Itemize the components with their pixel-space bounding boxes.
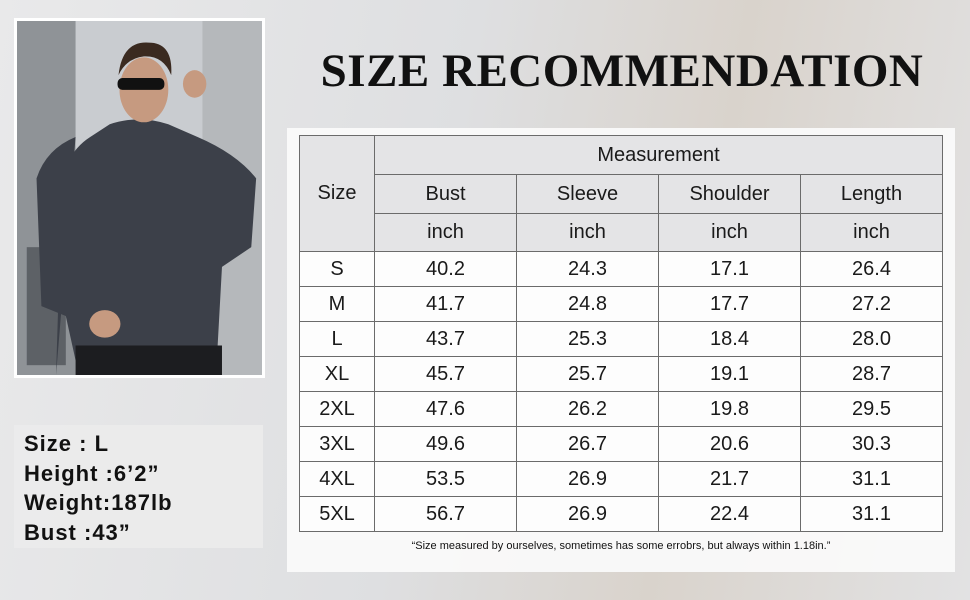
column-header: Bust [374, 174, 517, 214]
value-cell: 27.2 [800, 286, 943, 322]
value-cell: 56.7 [374, 496, 517, 532]
hair [118, 42, 172, 76]
column-row: Bust Sleeve Shoulder Length [300, 174, 943, 214]
model-info-line: Weight:187lb [24, 490, 173, 515]
value-cell: 19.1 [658, 356, 801, 392]
data-row: 3XL 49.6 26.7 20.6 30.3 [299, 426, 943, 462]
size-table: Size Measurement Bust Sleeve Shoulder Length i… [299, 135, 943, 532]
column-header: Length [800, 174, 943, 214]
model-info-line: Height :6’2” [24, 460, 160, 486]
value-cell: 19.8 [658, 391, 801, 427]
data-row: L 43.7 25.3 18.4 28.0 [299, 321, 943, 357]
unit-cell: inch [374, 213, 517, 252]
value-cell: 31.1 [800, 461, 943, 497]
value-cell: 22.4 [658, 496, 801, 532]
value-cell: 17.7 [658, 286, 801, 322]
raised-hand [182, 70, 207, 98]
value-cell: 31.1 [800, 496, 943, 532]
column-header: Shoulder [658, 174, 801, 214]
value-cell: 25.3 [516, 321, 659, 357]
value-cell: 29.5 [800, 391, 943, 427]
data-row: 5XL 56.7 26.9 22.4 31.1 [299, 496, 943, 532]
hoodie [36, 119, 257, 375]
size-cell: XL [299, 356, 375, 392]
value-cell: 26.7 [516, 426, 659, 462]
value-cell: 49.6 [374, 426, 517, 462]
size-cell: M [299, 286, 375, 322]
unit-cell: inch [800, 213, 943, 252]
sunglasses [117, 78, 165, 90]
value-cell: 21.7 [658, 461, 801, 497]
size-header: Size [299, 135, 375, 252]
value-cell: 53.5 [374, 461, 517, 497]
value-cell: 24.3 [516, 251, 659, 287]
data-row: 2XL 47.6 26.2 19.8 29.5 [299, 391, 943, 427]
value-cell: 20.6 [658, 426, 801, 462]
size-cell: 3XL [299, 426, 375, 462]
value-cell: 24.8 [516, 286, 659, 322]
value-cell: 43.7 [374, 321, 517, 357]
value-cell: 41.7 [374, 286, 517, 322]
size-cell: 2XL [299, 391, 375, 427]
model-info-line: Size : L [24, 431, 110, 456]
model-info-line: Bust :43” [24, 519, 131, 545]
data-row: M 41.7 24.8 17.7 27.2 [299, 286, 943, 322]
data-row: 4XL 53.5 26.9 21.7 31.1 [299, 461, 943, 497]
value-cell: 25.7 [516, 356, 659, 392]
unit-cell: inch [658, 213, 801, 252]
value-cell: 17.1 [658, 251, 801, 287]
size-cell: 4XL [299, 461, 375, 497]
value-cell: 28.7 [800, 356, 943, 392]
size-cell: 5XL [299, 496, 375, 532]
column-header: Sleeve [516, 174, 659, 214]
size-cell: S [299, 251, 375, 287]
value-cell: 28.0 [800, 321, 943, 357]
value-cell: 26.2 [516, 391, 659, 427]
unit-cell: inch [516, 213, 659, 252]
group-header: Measurement [374, 135, 943, 175]
data-row: S 40.2 24.3 17.1 26.4 [299, 251, 943, 287]
data-row: XL 45.7 25.7 19.1 28.7 [299, 356, 943, 392]
model-photo [14, 18, 265, 378]
value-cell: 18.4 [658, 321, 801, 357]
value-cell: 26.9 [516, 496, 659, 532]
size-cell: L [299, 321, 375, 357]
header-row: Size Measurement [299, 135, 943, 252]
unit-row: inch inch inch inch [300, 213, 943, 252]
hand [89, 310, 121, 338]
value-cell: 26.4 [800, 251, 943, 287]
value-cell: 45.7 [374, 356, 517, 392]
trousers [75, 345, 222, 375]
value-cell: 40.2 [374, 251, 517, 287]
value-cell: 26.9 [516, 461, 659, 497]
note: “Size measured by ourselves, sometimes h… [411, 540, 831, 552]
value-cell: 47.6 [374, 391, 517, 427]
title: SIZE RECOMMENDATION [320, 45, 924, 97]
value-cell: 30.3 [800, 426, 943, 462]
model-info: Size : L Height :6’2” Weight:187lb Bust :43… [14, 425, 263, 548]
